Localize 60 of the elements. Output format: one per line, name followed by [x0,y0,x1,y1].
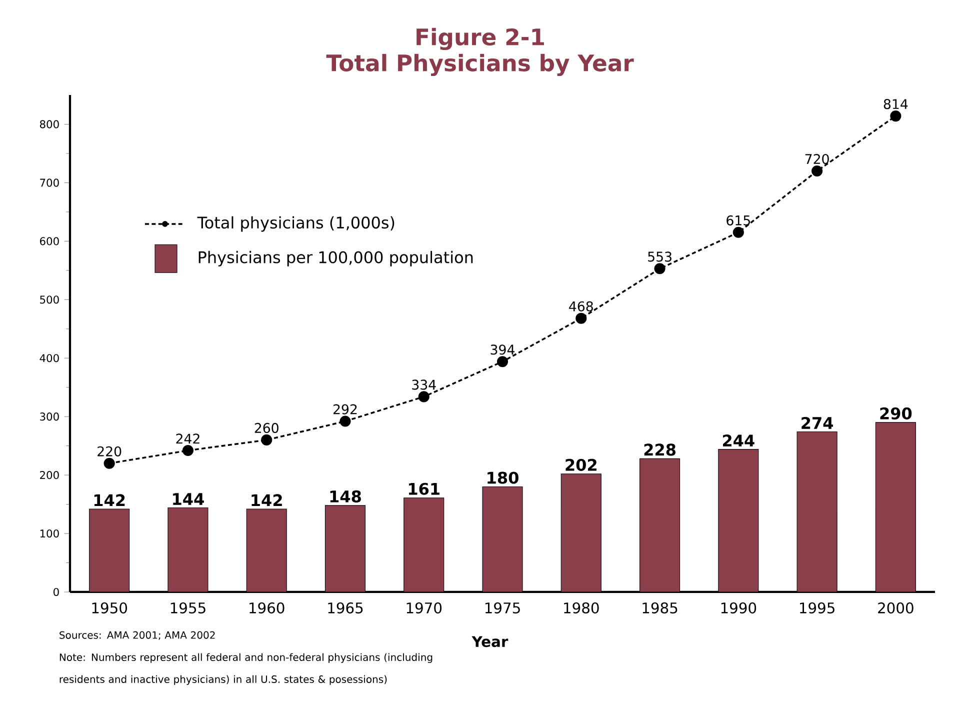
data-label: 292 [333,404,357,414]
data-label: 228 [644,444,676,456]
y-tick-label: 200 [40,471,59,480]
data-label: 274 [802,416,834,429]
data-label: 394 [490,344,514,355]
y-tick-label: 700 [40,178,59,187]
data-label: 244 [722,434,754,446]
x-tick-label: 1980 [564,602,599,614]
text: Note: Numbers represent all federal and non-federal physicians (including residents and inactive physicians) in all U.S. states & posessions) [60,653,432,685]
y-tick-label: 500 [40,296,59,304]
x-tick-label: 1995 [800,602,834,614]
x-tick-label: 1965 [328,602,363,614]
chart-title: Figure 2-1 [416,28,544,50]
point [812,165,823,177]
y-tick-label: 400 [40,354,59,362]
x-tick-label: 1955 [170,602,206,614]
y-tick-label: 100 [40,529,59,538]
chart-subtitle: Total Physicians by Year [326,54,634,76]
point [418,391,430,402]
data-label: 615 [726,215,750,226]
data-label: 142 [94,494,125,506]
x-tick-label: 1970 [406,602,442,614]
data-label: 202 [566,458,596,471]
point [576,312,587,324]
point [182,444,194,456]
data-label: 720 [805,154,829,164]
legend-label: Total physicians (1,000s) [197,216,394,232]
y-tick-label: 0 [54,588,59,596]
point [496,356,508,368]
y-tick-label: 800 [40,120,59,128]
data-label: 814 [884,99,908,110]
x-tick-label: 1990 [721,602,756,614]
x-tick-label: 1985 [642,602,678,614]
data-label: 334 [412,380,436,390]
data-label: 468 [569,301,593,312]
data-label: 290 [880,407,912,420]
point [654,263,666,274]
point [732,226,744,238]
y-tick-label: 600 [40,237,59,246]
source-note: Sources: AMA 2001; AMA 2002 [60,631,215,640]
data-label: 220 [98,446,122,456]
data-label: 144 [173,493,204,505]
x-tick-label: 2000 [878,602,914,614]
x-axis-title: Year [472,636,508,648]
data-label: 161 [408,482,440,495]
y-tick-label: 300 [40,412,59,421]
data-label: 142 [252,494,282,506]
data-label: 242 [176,434,200,444]
legend-label: Physicians per 100,000 population [198,250,473,266]
point [261,434,272,446]
x-tick-label: 1960 [250,602,284,614]
data-label: 260 [254,422,278,434]
point [890,110,902,122]
x-tick-label: 1950 [92,602,127,614]
x-tick-label: 1975 [485,602,520,614]
point [340,416,351,427]
data-label: 180 [488,472,518,484]
data-label: 553 [648,252,672,262]
data-label: 148 [330,490,361,503]
point [104,458,115,469]
